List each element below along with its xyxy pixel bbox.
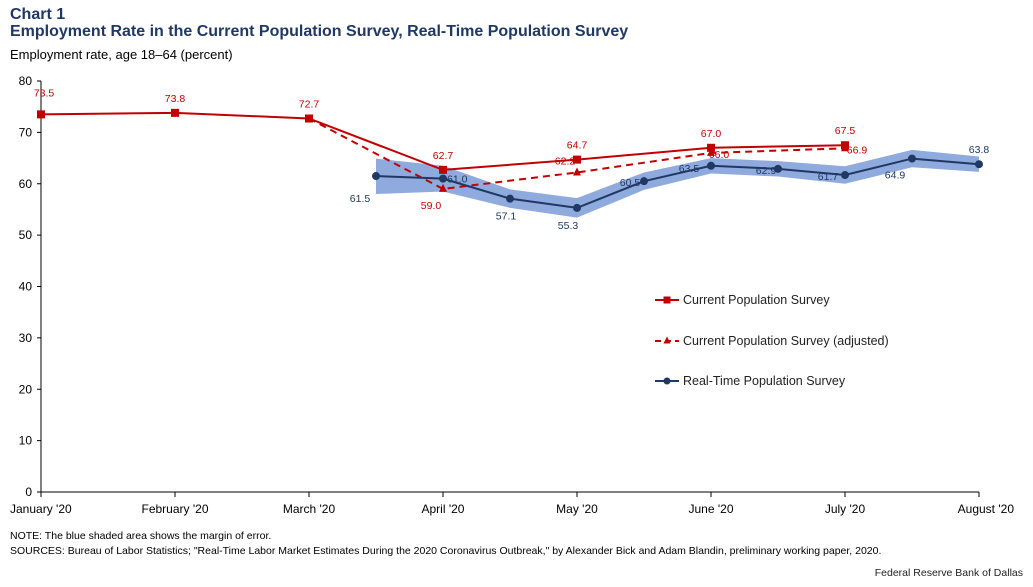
cps-point [171, 108, 179, 117]
cps-adjusted-point [439, 183, 447, 192]
rps-point [573, 203, 581, 212]
rps-data-label: 61.7 [818, 171, 839, 183]
cps-adjusted-point [573, 167, 581, 176]
x-tick-label: June '20 [689, 502, 734, 516]
rps-point [975, 160, 983, 169]
rps-point [439, 174, 447, 183]
legend-rps-label: Real-Time Population Survey [683, 374, 846, 388]
y-tick-label: 70 [19, 125, 33, 139]
rps-point [640, 177, 648, 186]
y-tick-label: 40 [19, 280, 33, 294]
rps-point [707, 161, 715, 170]
x-tick-label: January '20 [10, 502, 72, 516]
rps-data-label: 61.5 [350, 193, 371, 205]
rps-data-label: 55.3 [558, 220, 579, 232]
cps-adjusted-point [707, 147, 715, 156]
y-tick-label: 10 [19, 434, 33, 448]
chart-title: Employment Rate in the Current Populatio… [10, 23, 629, 40]
rps-point [372, 172, 380, 181]
rps-data-label: 57.1 [496, 211, 517, 223]
cps-point [841, 141, 849, 150]
x-tick-label: May '20 [556, 502, 598, 516]
cps-adjusted-data-label: 66.9 [847, 144, 868, 156]
cps-data-label: 67.5 [835, 125, 856, 137]
cps-data-label: 67.0 [701, 128, 722, 140]
rps-data-label: 63.5 [679, 163, 700, 175]
legend-cps-label: Current Population Survey [683, 293, 830, 307]
cps-adjusted-data-label: 59.0 [421, 200, 442, 212]
rps-data-label: 63.8 [969, 144, 990, 156]
rps-point [841, 171, 849, 180]
cps-adjusted-data-label: 66.0 [709, 149, 730, 161]
x-tick-label: August '20 [958, 502, 1015, 516]
y-tick-label: 60 [19, 177, 33, 191]
x-tick-label: February '20 [142, 502, 209, 516]
y-tick-label: 50 [19, 228, 33, 242]
rps-data-label: 64.9 [885, 170, 906, 182]
y-tick-label: 80 [19, 74, 33, 88]
cps-point [37, 110, 45, 119]
cps-data-label: 72.7 [299, 99, 320, 111]
y-axis-label: Employment rate, age 18–64 (percent) [10, 47, 233, 62]
cps-point [573, 155, 581, 164]
legend-rps-marker [663, 377, 671, 385]
footnote: NOTE: The blue shaded area shows the mar… [10, 530, 272, 542]
cps-adjusted-line [308, 117, 846, 190]
x-tick-label: July '20 [825, 502, 866, 516]
y-tick-label: 30 [19, 331, 33, 345]
chart-number: Chart 1 [10, 6, 66, 23]
rps-data-label: 61.0 [447, 174, 468, 186]
cps-point [439, 165, 447, 174]
cps-data-label: 73.8 [165, 93, 186, 105]
cps-data-label: 62.7 [433, 150, 454, 162]
rps-point [908, 154, 916, 163]
sources-text: SOURCES: Bureau of Labor Statistics; "Re… [10, 545, 882, 557]
rps-data-label: 62.9 [756, 165, 777, 177]
y-tick-label: 20 [19, 382, 33, 396]
cps-point [707, 143, 715, 152]
x-tick-label: April '20 [422, 502, 465, 516]
legend-cps-adjusted-label: Current Population Survey (adjusted) [683, 334, 889, 348]
y-tick-label: 0 [25, 485, 32, 499]
cps-data-label: 73.5 [34, 87, 55, 99]
legend-cps-adjusted-marker [663, 336, 671, 344]
rps-data-label: 60.5 [620, 177, 641, 189]
rps-line [375, 157, 980, 209]
rps-point [774, 164, 782, 173]
cps-data-label: 64.7 [567, 140, 588, 152]
cps-adjusted-data-label: 62.2 [555, 155, 576, 167]
rps-point [506, 194, 514, 203]
cps-point [305, 114, 313, 123]
credit-text: Federal Reserve Bank of Dallas [874, 567, 1023, 579]
legend-cps-marker [663, 296, 671, 304]
x-tick-label: March '20 [283, 502, 336, 516]
